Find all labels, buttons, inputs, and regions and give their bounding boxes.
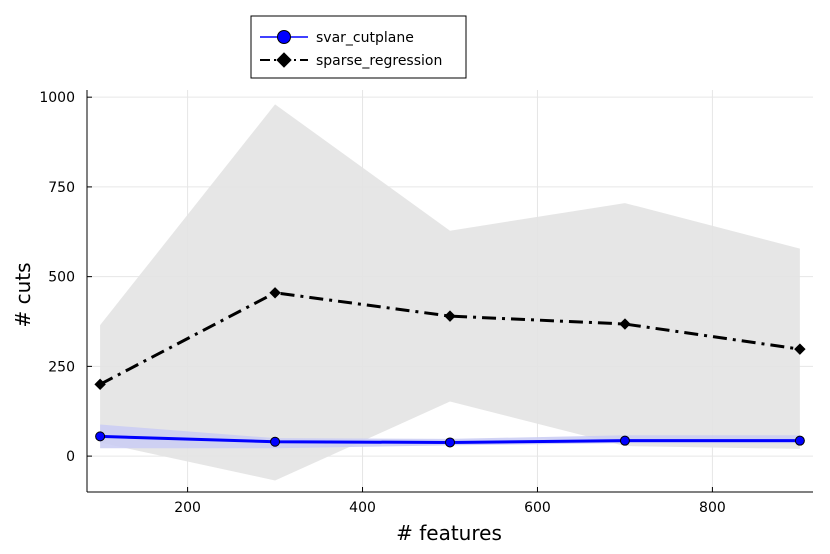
marker-sparse_regression xyxy=(269,287,281,299)
legend-marker-svar_cutplane xyxy=(277,30,291,44)
marker-svar_cutplane xyxy=(95,431,106,442)
marker-svar_cutplane xyxy=(270,436,281,447)
x-tick-label: 200 xyxy=(174,500,201,516)
axes xyxy=(86,90,813,493)
marker-svar_cutplane xyxy=(445,437,455,448)
marker-svar_cutplane xyxy=(619,435,630,446)
y-tick-label: 1000 xyxy=(39,90,75,106)
y-tick-label: 250 xyxy=(48,359,75,375)
x-axis-title: # features xyxy=(396,521,502,545)
marker-svar_cutplane xyxy=(794,435,805,446)
x-tick-label: 800 xyxy=(699,500,726,516)
y-axis-title: # cuts xyxy=(11,262,35,327)
legend: svar_cutplane sparse_regression xyxy=(250,15,467,79)
y-tick-label: 500 xyxy=(48,270,75,286)
legend-box xyxy=(250,15,467,79)
x-tick-label: 600 xyxy=(524,500,551,516)
legend-marker-sparse_regression xyxy=(276,52,292,68)
y-tick-label: 750 xyxy=(48,180,75,196)
legend-label-sparse_regression: sparse_regression xyxy=(316,53,442,69)
y-tick-label: 0 xyxy=(66,449,75,465)
marker-sparse_regression xyxy=(619,318,631,330)
marker-sparse_regression xyxy=(794,343,806,355)
band-sparse_regression xyxy=(100,104,800,481)
marker-sparse_regression xyxy=(94,378,106,391)
x-tick-label: 400 xyxy=(349,500,376,516)
legend-label-svar_cutplane: svar_cutplane xyxy=(316,30,414,46)
confidence-bands xyxy=(100,104,800,481)
marker-sparse_regression xyxy=(444,310,456,322)
series-markers xyxy=(94,287,806,448)
tick-labels: 200 400 600 800 0 250 500 750 1000 xyxy=(39,90,725,516)
